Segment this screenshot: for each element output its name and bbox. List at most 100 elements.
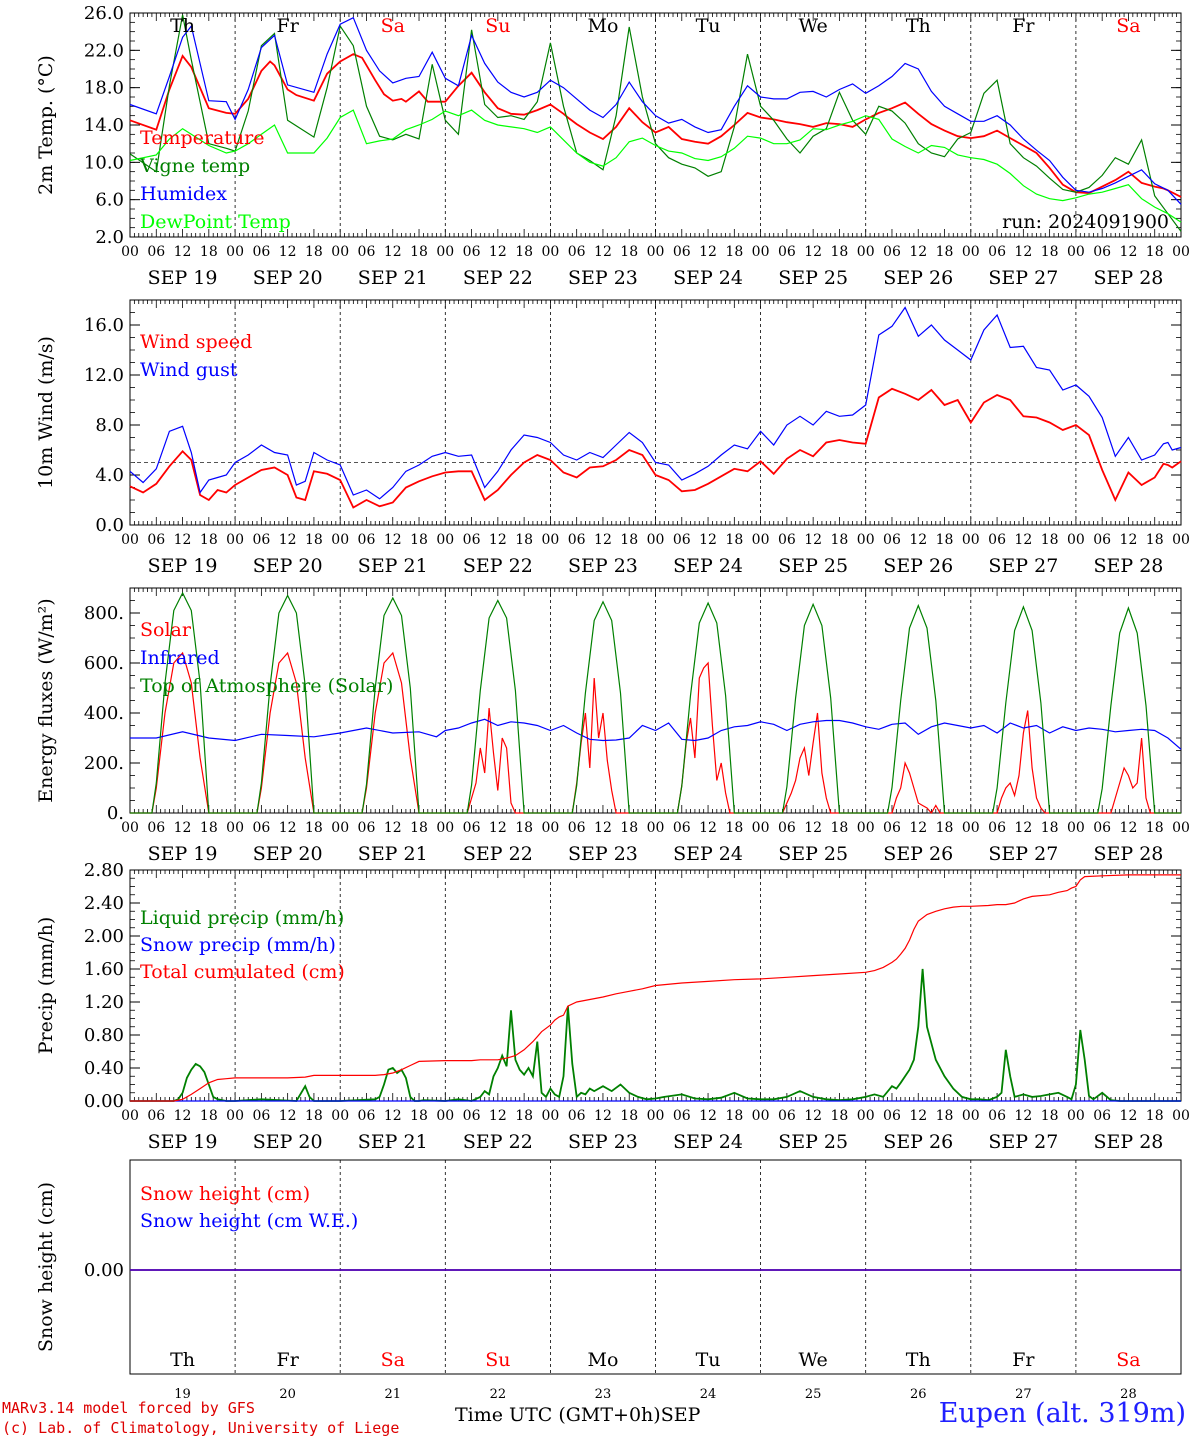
panel-frame (129, 12, 1182, 238)
day-number-label: 20 (279, 1387, 296, 1402)
x-hour-label: 06 (252, 820, 270, 836)
x-hour-label: 06 (778, 820, 796, 836)
legend-entry: Snow height (cm W.E.) (140, 1210, 358, 1232)
x-hour-label: 18 (1041, 532, 1059, 548)
legend-entry: Wind speed (140, 331, 252, 353)
y-axis-label: Precip (mm/h) (35, 917, 57, 1055)
day-number-label: 25 (805, 1387, 822, 1402)
y-tick-label: 0.00 (84, 1091, 124, 1112)
y-tick-label: 16.0 (84, 315, 124, 336)
x-date-label: SEP 20 (253, 1131, 323, 1153)
x-hour-label: 18 (410, 532, 428, 548)
x-hour-label: 12 (384, 532, 402, 548)
x-hour-label: 06 (147, 1108, 165, 1124)
panel-wind (129, 299, 1182, 526)
x-hour-label: 18 (831, 820, 849, 836)
weekday-label: We (799, 1349, 828, 1371)
x-hour-label: 12 (1120, 1108, 1138, 1124)
day-number-label: 22 (490, 1387, 507, 1402)
y-tick-label: 14.0 (84, 115, 124, 136)
x-hour-label: 00 (331, 1108, 349, 1124)
y-axis-label: 2m Temp. (°C) (35, 55, 57, 195)
x-hour-label: 18 (831, 532, 849, 548)
weekday-label: Tu (696, 1349, 721, 1371)
x-hour-label: 12 (1014, 820, 1032, 836)
panel-energy (129, 587, 1182, 815)
x-hour-label: 12 (804, 820, 822, 836)
weekday-label: We (799, 15, 828, 37)
x-date-label: SEP 24 (673, 267, 743, 289)
x-date-label: SEP 23 (568, 267, 638, 289)
x-hour-label: 00 (121, 244, 139, 260)
x-hour-label: 00 (962, 820, 980, 836)
x-hour-label: 06 (568, 532, 586, 548)
x-hour-label: 06 (673, 1108, 691, 1124)
x-hour-label: 18 (200, 244, 218, 260)
y-tick-label: 0.00 (84, 1260, 124, 1281)
x-hour-label: 00 (436, 532, 454, 548)
x-hour-label: 00 (1067, 244, 1085, 260)
x-date-label: SEP 20 (253, 267, 323, 289)
x-hour-label: 06 (252, 532, 270, 548)
x-date-label: SEP 22 (463, 267, 533, 289)
x-hour-label: 18 (936, 244, 954, 260)
x-hour-label: 00 (1172, 1108, 1190, 1124)
x-hour-label: 06 (1093, 820, 1111, 836)
x-date-label: SEP 19 (148, 1131, 218, 1153)
x-hour-label: 12 (174, 532, 192, 548)
weekday-label: Fr (277, 1349, 300, 1371)
x-hour-label: 18 (831, 244, 849, 260)
x-date-label: SEP 21 (358, 1131, 428, 1153)
x-date-label: SEP 25 (778, 267, 848, 289)
model-credit: MARv3.14 model forced by GFS (c) Lab. of… (2, 1398, 399, 1438)
x-hour-label: 00 (331, 820, 349, 836)
x-date-label: SEP 19 (148, 555, 218, 577)
x-hour-label: 00 (1172, 244, 1190, 260)
x-hour-label: 06 (778, 532, 796, 548)
day-number-label: 23 (595, 1387, 612, 1402)
x-date-label: SEP 19 (148, 843, 218, 865)
x-hour-label: 00 (752, 244, 770, 260)
legend-entry: DewPoint Temp (140, 211, 291, 233)
x-hour-label: 18 (620, 244, 638, 260)
x-hour-label: 18 (936, 820, 954, 836)
x-hour-label: 12 (909, 1108, 927, 1124)
x-hour-label: 00 (226, 820, 244, 836)
x-hour-label: 18 (620, 820, 638, 836)
time-axis-label: Time UTC (GMT+0h) (455, 1404, 661, 1426)
x-hour-label: 18 (1146, 244, 1164, 260)
x-date-label: SEP 24 (673, 1131, 743, 1153)
x-date-label: SEP 26 (883, 267, 953, 289)
legend-entry: Snow precip (mm/h) (140, 934, 336, 956)
weekday-label: Mo (587, 1349, 618, 1371)
legend-entry: Liquid precip (mm/h) (140, 907, 344, 929)
x-hour-label: 06 (988, 820, 1006, 836)
x-hour-label: 00 (121, 532, 139, 548)
y-tick-label: 1.60 (84, 959, 124, 980)
x-hour-label: 00 (226, 244, 244, 260)
y-tick-label: 8.0 (95, 415, 124, 436)
y-tick-label: 2.00 (84, 926, 124, 947)
x-hour-label: 12 (279, 244, 297, 260)
x-hour-label: 06 (883, 532, 901, 548)
x-hour-label: 06 (883, 1108, 901, 1124)
x-hour-label: 06 (988, 244, 1006, 260)
x-hour-label: 12 (489, 244, 507, 260)
x-hour-label: 12 (384, 820, 402, 836)
x-hour-label: 12 (279, 532, 297, 548)
x-hour-label: 06 (673, 532, 691, 548)
x-hour-label: 00 (226, 532, 244, 548)
x-hour-label: 12 (699, 532, 717, 548)
x-hour-label: 06 (988, 532, 1006, 548)
x-hour-label: 00 (647, 244, 665, 260)
panel-frame (129, 299, 1182, 526)
y-tick-label: 0. (107, 803, 124, 824)
x-hour-label: 06 (147, 532, 165, 548)
series-humidex (129, 16, 1182, 205)
day-number-label: 24 (700, 1387, 717, 1402)
x-date-label: SEP 28 (1094, 267, 1164, 289)
x-hour-label: 00 (121, 820, 139, 836)
weekday-label: Tu (696, 15, 721, 37)
run-annotation: run: 2024091900 (1002, 211, 1169, 233)
y-tick-label: 0.0 (95, 515, 124, 536)
